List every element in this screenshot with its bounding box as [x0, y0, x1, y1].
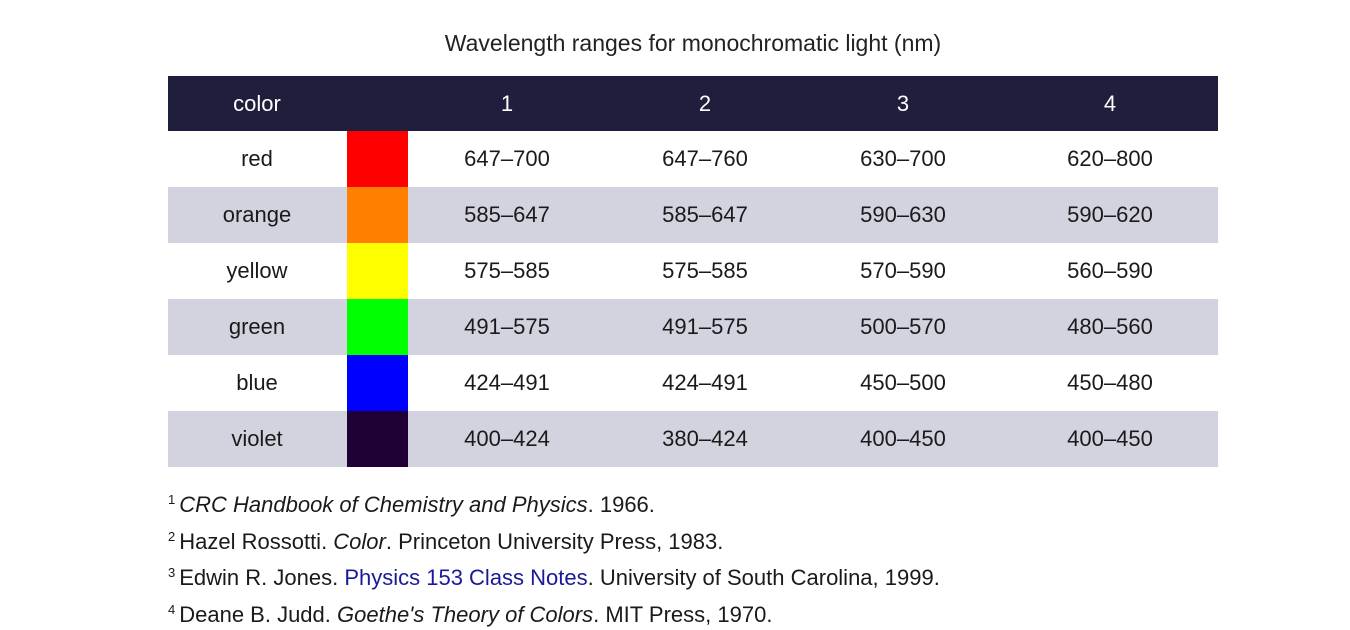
footnote-4: 4 Deane B. Judd. Goethe's Theory of Color…	[168, 594, 940, 630]
range-cell-source-4: 560–590	[1002, 243, 1218, 299]
range-cell-source-4: 590–620	[1002, 187, 1218, 243]
footnote-text: . University of South Carolina, 1999.	[588, 565, 940, 590]
header-color: color	[168, 76, 346, 131]
range-cell-source-3: 500–570	[804, 299, 1002, 355]
range-cell-source-4: 620–800	[1002, 131, 1218, 187]
range-cell-source-4: 400–450	[1002, 411, 1218, 467]
color-name-cell: orange	[168, 187, 346, 243]
range-cell-source-2: 575–585	[606, 243, 804, 299]
header-source-2: 2	[606, 76, 804, 131]
color-swatch-cell	[346, 187, 408, 243]
footnote-1: 1 CRC Handbook of Chemistry and Physics. …	[168, 484, 940, 521]
color-name-cell: blue	[168, 355, 346, 411]
footnote-number: 2	[168, 529, 175, 544]
color-swatch	[347, 355, 408, 411]
footnote-text: . Princeton University Press, 1983.	[386, 529, 723, 554]
footnote-title: Color	[333, 529, 386, 554]
range-cell-source-3: 570–590	[804, 243, 1002, 299]
color-swatch	[347, 131, 408, 187]
range-cell-source-2: 424–491	[606, 355, 804, 411]
range-cell-source-1: 424–491	[408, 355, 606, 411]
footnote-text: Hazel Rossotti.	[179, 529, 333, 554]
color-name-cell: violet	[168, 411, 346, 467]
footnote-text: Edwin R. Jones.	[179, 565, 344, 590]
range-cell-source-4: 450–480	[1002, 355, 1218, 411]
range-cell-source-2: 491–575	[606, 299, 804, 355]
footnote-title: CRC Handbook of Chemistry and Physics	[179, 492, 587, 517]
footnote-text: . MIT Press, 1970.	[593, 602, 772, 627]
range-cell-source-2: 380–424	[606, 411, 804, 467]
range-cell-source-2: 585–647	[606, 187, 804, 243]
range-cell-source-1: 491–575	[408, 299, 606, 355]
range-cell-source-3: 450–500	[804, 355, 1002, 411]
footnote-2: 2 Hazel Rossotti. Color. Princeton Univer…	[168, 521, 940, 558]
footnote-text: Deane B. Judd.	[179, 602, 337, 627]
footnote-text: . 1966.	[588, 492, 655, 517]
color-swatch	[347, 187, 408, 243]
color-name-cell: green	[168, 299, 346, 355]
footnote-link[interactable]: Physics 153 Class Notes	[344, 565, 587, 590]
range-cell-source-4: 480–560	[1002, 299, 1218, 355]
footnote-number: 1	[168, 492, 175, 507]
header-source-1: 1	[408, 76, 606, 131]
footnote-number: 3	[168, 565, 175, 580]
header-source-4: 4	[1002, 76, 1218, 131]
range-cell-source-1: 647–700	[408, 131, 606, 187]
color-swatch-cell	[346, 299, 408, 355]
range-cell-source-3: 630–700	[804, 131, 1002, 187]
range-cell-source-2: 647–760	[606, 131, 804, 187]
range-cell-source-3: 400–450	[804, 411, 1002, 467]
header-source-3: 3	[804, 76, 1002, 131]
color-name-cell: red	[168, 131, 346, 187]
color-swatch-cell	[346, 243, 408, 299]
color-swatch	[347, 243, 408, 299]
range-cell-source-1: 400–424	[408, 411, 606, 467]
color-swatch-cell	[346, 131, 408, 187]
range-cell-source-3: 590–630	[804, 187, 1002, 243]
footnote-title: Goethe's Theory of Colors	[337, 602, 593, 627]
table-header-row: color 1 2 3 4	[168, 76, 1218, 131]
footnote-number: 4	[168, 602, 175, 617]
range-cell-source-1: 585–647	[408, 187, 606, 243]
color-swatch-cell	[346, 355, 408, 411]
header-swatch	[346, 76, 408, 131]
range-cell-source-1: 575–585	[408, 243, 606, 299]
color-swatch	[347, 299, 408, 355]
color-swatch-cell	[346, 411, 408, 467]
footnote-3: 3 Edwin R. Jones. Physics 153 Class Notes…	[168, 557, 940, 594]
color-swatch	[347, 411, 408, 467]
table-title: Wavelength ranges for monochromatic ligh…	[168, 30, 1218, 57]
color-name-cell: yellow	[168, 243, 346, 299]
